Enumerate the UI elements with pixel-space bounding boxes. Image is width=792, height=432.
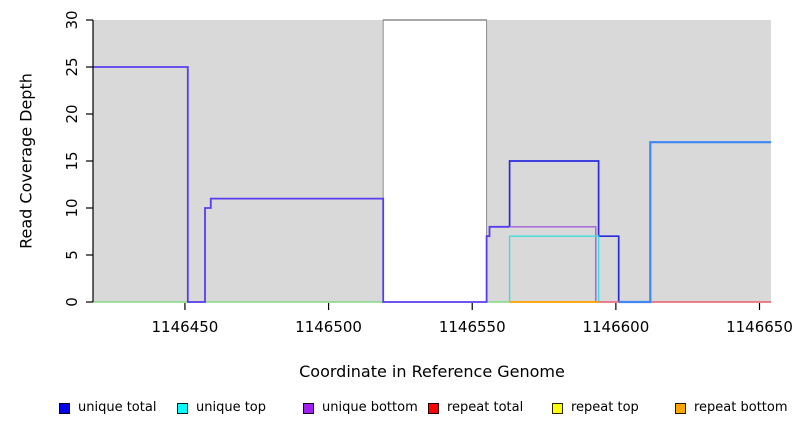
- unique-top-plateau-line: [508, 235, 600, 302]
- unique-bottom-plateau-line: [509, 226, 597, 302]
- x-tick-label: 1146500: [295, 318, 362, 336]
- y-tick-label: 5: [63, 250, 81, 260]
- unique-total-hump-line: [508, 160, 620, 302]
- y-tick-label: 30: [63, 10, 81, 29]
- y-tick-label: 25: [63, 57, 81, 76]
- unique-total-top-overlap-line: [618, 141, 771, 304]
- y-tick-label: 10: [63, 198, 81, 217]
- legend-item-repeat-top: repeat top: [552, 399, 639, 417]
- unique-top-swatch-icon: [177, 402, 188, 414]
- legend-item-unique-total: unique total: [59, 399, 156, 417]
- legend-label: repeat top: [571, 400, 639, 415]
- repeat-bottom-swatch-icon: [675, 402, 686, 414]
- x-tick-label: 1146450: [152, 318, 219, 336]
- legend-item-unique-top: unique top: [177, 399, 266, 417]
- unique-total-bottom-overlap-line: [93, 66, 510, 303]
- y-tick-label: 20: [63, 104, 81, 123]
- legend: unique total unique top unique bottom re…: [0, 399, 792, 421]
- legend-item-unique-bottom: unique bottom: [303, 399, 418, 417]
- unique-bottom-swatch-icon: [303, 402, 314, 414]
- legend-label: unique top: [196, 400, 267, 415]
- unshaded-gap: [382, 19, 488, 303]
- legend-label: repeat total: [447, 400, 524, 415]
- y-axis-label: Read Coverage Depth: [16, 73, 36, 249]
- x-axis-label: Coordinate in Reference Genome: [299, 362, 565, 381]
- legend-label: repeat bottom: [694, 400, 788, 415]
- x-tick-label: 1146600: [582, 318, 649, 336]
- y-tick-label: 0: [63, 297, 81, 307]
- repeat-top-swatch-icon: [552, 402, 563, 414]
- x-tick-label: 1146650: [726, 318, 792, 336]
- x-tick-label: 1146550: [439, 318, 506, 336]
- unique-total-swatch-icon: [59, 402, 70, 414]
- legend-item-repeat-bottom: repeat bottom: [675, 399, 788, 417]
- legend-label: unique total: [78, 400, 157, 415]
- legend-label: unique bottom: [322, 400, 418, 415]
- legend-item-repeat-total: repeat total: [428, 399, 523, 417]
- y-tick-label: 15: [63, 151, 81, 170]
- repeat-total-swatch-icon: [428, 402, 439, 414]
